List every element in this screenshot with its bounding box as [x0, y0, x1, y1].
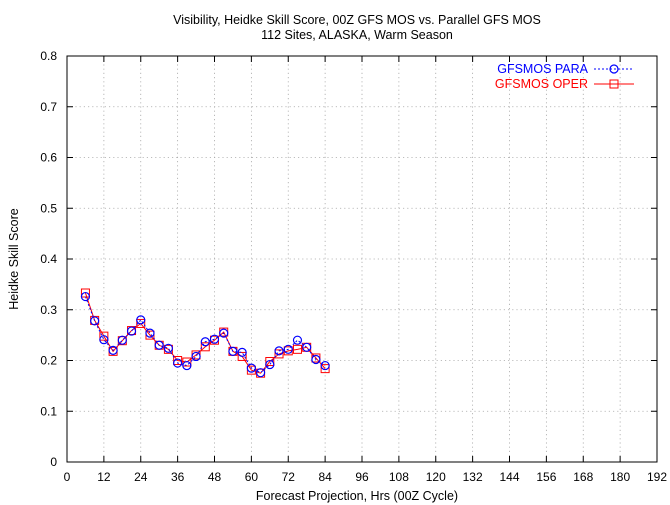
- grid-lines: [67, 56, 657, 462]
- data-point: [209, 334, 220, 344]
- x-tick-label: 12: [97, 470, 111, 484]
- x-tick-label: 144: [499, 470, 519, 484]
- legend: GFSMOS PARA GFSMOS OPER: [495, 62, 634, 91]
- data-point: [173, 358, 183, 368]
- x-tick-label: 120: [426, 470, 446, 484]
- y-tick-label: 0.2: [40, 354, 57, 368]
- x-tick-label: 132: [463, 470, 483, 484]
- data-point: [108, 345, 118, 355]
- x-axis-ticks: 0 12 24 36 48 60 72 84 96 108 120 132 144 156 168 180 19…: [64, 56, 667, 484]
- data-point: [320, 364, 330, 374]
- data-point: [200, 342, 210, 352]
- y-tick-label: 0.6: [40, 151, 57, 165]
- x-tick-label: 72: [282, 470, 296, 484]
- data-point: [99, 335, 109, 345]
- data-point: [311, 354, 321, 365]
- data-point: [200, 337, 210, 347]
- x-tick-label: 84: [318, 470, 332, 484]
- data-point: [219, 328, 229, 338]
- y-tick-label: 0.4: [40, 252, 57, 266]
- data-point: [145, 328, 155, 338]
- y-tick-label: 0.1: [40, 404, 57, 418]
- legend-marker-square: [609, 79, 619, 89]
- x-tick-label: 24: [134, 470, 148, 484]
- data-point: [302, 342, 312, 352]
- x-tick-label: 168: [573, 470, 593, 484]
- chart-title: Visibility, Heidke Skill Score, 00Z GFS …: [173, 13, 541, 27]
- legend-marker-circle: [609, 64, 619, 74]
- data-point: [182, 360, 192, 371]
- data-point: [154, 340, 164, 350]
- y-tick-label: 0.8: [40, 49, 57, 63]
- data-point: [163, 343, 174, 353]
- y-axis-title: Heidke Skill Score: [7, 208, 21, 309]
- data-point: [283, 344, 293, 354]
- data-point: [126, 326, 137, 336]
- series-layer: [80, 288, 330, 378]
- data-point: [173, 356, 183, 365]
- legend-label-para: GFSMOS PARA: [497, 62, 588, 76]
- plot-area-border: [66, 55, 658, 463]
- x-tick-label: 60: [245, 470, 259, 484]
- x-tick-label: 0: [64, 470, 71, 484]
- data-point: [265, 359, 275, 370]
- data-point: [265, 357, 275, 367]
- data-point: [80, 291, 91, 302]
- data-point: [99, 331, 109, 341]
- y-tick-label: 0.3: [40, 303, 57, 317]
- data-point: [320, 360, 330, 371]
- x-tick-label: 180: [610, 470, 630, 484]
- data-point: [228, 346, 238, 356]
- data-point: [191, 351, 201, 362]
- series-para: [80, 291, 330, 378]
- y-tick-label: 0.5: [40, 201, 57, 215]
- data-point: [237, 351, 247, 361]
- y-tick-label: 0.7: [40, 100, 57, 114]
- x-tick-label: 192: [647, 470, 667, 484]
- series-line: [84, 296, 326, 374]
- x-tick-label: 96: [355, 470, 369, 484]
- data-point: [274, 346, 284, 356]
- x-axis-title: Forecast Projection, Hrs (00Z Cycle): [256, 489, 458, 503]
- data-point: [255, 368, 266, 378]
- legend-label-oper: GFSMOS OPER: [495, 77, 588, 91]
- x-tick-label: 48: [208, 470, 222, 484]
- y-tick-label: 0: [50, 455, 57, 469]
- data-point: [292, 335, 303, 345]
- data-point: [117, 335, 127, 345]
- data-point: [90, 316, 100, 326]
- data-point: [237, 347, 247, 357]
- data-point: [246, 363, 256, 373]
- data-point: [182, 357, 192, 367]
- data-point: [292, 344, 302, 354]
- data-point: [136, 315, 146, 325]
- x-tick-label: 36: [171, 470, 185, 484]
- x-tick-label: 108: [389, 470, 409, 484]
- data-point: [136, 318, 146, 328]
- chart-subtitle: 112 Sites, ALASKA, Warm Season: [261, 28, 453, 42]
- x-tick-label: 156: [536, 470, 556, 484]
- data-point: [274, 349, 284, 359]
